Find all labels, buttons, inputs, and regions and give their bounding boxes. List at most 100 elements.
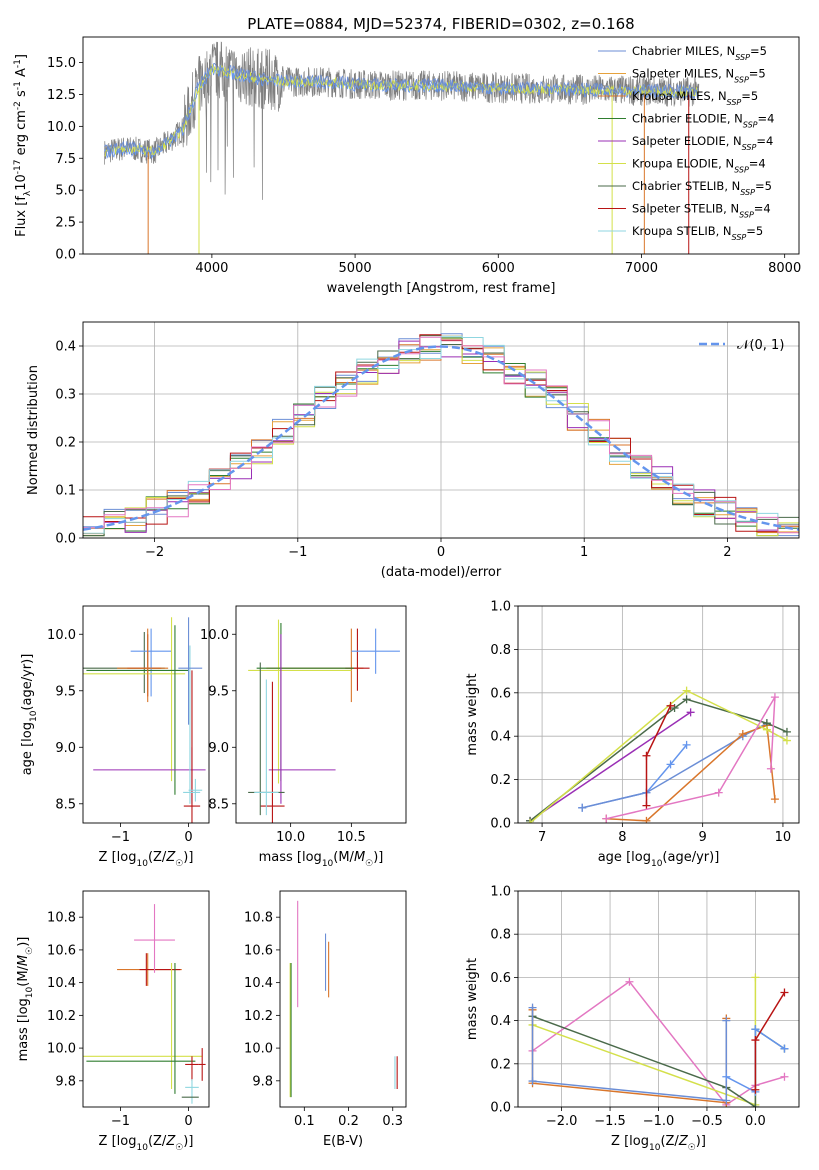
legend-entry: Salpeter STELIB, NSSP=4	[632, 202, 771, 220]
y-tick-label: 0.2	[490, 1057, 511, 1072]
legend-entry: Chabrier MILES, NSSP=5	[632, 44, 767, 62]
x-tick-label: −0.5	[691, 1114, 723, 1129]
mass-weight-vs-age-plot: 7 8 9 10 0.0 0.2 0.4 0.6 0.8 1.0 age [log10(age/yr…	[465, 600, 800, 869]
axes-frame	[82, 321, 800, 539]
data-point-marker	[762, 725, 771, 734]
x-tick-label: 0	[437, 545, 445, 560]
data-point-marker	[751, 973, 760, 982]
data-point-marker	[670, 703, 679, 712]
x-tick-label: −2	[145, 545, 164, 560]
data-point-marker	[738, 730, 747, 739]
y-tick-label: 10.6	[47, 943, 76, 958]
y-tick-label: 0.6	[490, 971, 511, 986]
plot-area	[83, 904, 206, 1104]
data-point-marker	[642, 816, 651, 823]
y-tick-label: 9.0	[208, 741, 229, 756]
y-tick-label: 0.2	[55, 436, 76, 451]
data-point-marker	[642, 801, 651, 810]
mass-vs-ebv-plot: 0.1 0.2 0.3 9.8 10.0 10.2 10.4 10.6 10.8 E(B-V)	[244, 890, 407, 1149]
x-tick-label: 0.3	[382, 1114, 403, 1129]
y-tick-label: 0.4	[55, 340, 76, 355]
y-tick-label: 0.6	[490, 686, 511, 701]
model-spectrum-line	[104, 62, 699, 155]
x-tick-label: −1.0	[643, 1114, 675, 1129]
y-tick-label: 10.4	[244, 976, 273, 991]
y-tick-label: 0.0	[55, 248, 76, 263]
y-tick-label: 0.3	[55, 388, 76, 403]
x-axis-label: Z [log10(Z/Z☉)]	[611, 1134, 706, 1153]
legend-entry: Kroupa ELODIE, NSSP=4	[632, 157, 766, 175]
series-line	[606, 696, 776, 820]
data-point-marker	[578, 803, 587, 812]
model-spectrum-line	[104, 64, 699, 157]
y-tick-label: 10.0	[47, 1042, 76, 1057]
legend-entry: Salpeter MILES, NSSP=5	[632, 67, 766, 85]
y-tick-label: 0.8	[490, 928, 511, 943]
y-tick-label: 0.0	[55, 532, 76, 547]
x-axis-label: age [log10(age/yr)]	[598, 850, 720, 869]
x-tick-label: 0.1	[294, 1114, 315, 1129]
x-axis-label: E(B-V)	[323, 1134, 363, 1149]
data-point-marker	[714, 788, 723, 797]
data-point-marker	[751, 1085, 760, 1094]
data-point-marker	[780, 1044, 789, 1053]
y-tick-label: 1.0	[490, 600, 511, 615]
x-tick-label: 10.0	[276, 830, 305, 845]
y-tick-label: 8.5	[208, 797, 229, 812]
y-tick-label: 10.8	[47, 911, 76, 926]
legend-entry: Chabrier ELODIE, NSSP=4	[632, 112, 774, 130]
series-line	[529, 689, 788, 823]
axes-frame	[279, 890, 407, 1108]
normal-distribution-curve	[83, 345, 799, 531]
x-tick-label: 7000	[625, 261, 658, 276]
x-tick-label: 7	[538, 830, 546, 845]
y-tick-label: 0.2	[490, 773, 511, 788]
data-point-marker	[528, 1077, 537, 1086]
y-tick-label: 0.8	[490, 643, 511, 658]
x-tick-label: −2.0	[546, 1114, 578, 1129]
data-point-marker	[766, 764, 775, 773]
y-axis-label: mass [log10(M/M☉)]	[16, 937, 35, 1062]
x-tick-label: −1	[111, 1114, 130, 1129]
data-point-marker	[770, 693, 779, 702]
x-axis-label: Z [log10(Z/Z☉)]	[99, 850, 194, 869]
plot-area	[289, 900, 398, 1098]
y-tick-label: 5.0	[55, 184, 76, 199]
y-tick-label: 9.5	[55, 684, 76, 699]
axes-frame	[82, 36, 800, 255]
data-point-marker	[528, 1003, 537, 1012]
x-tick-label: 8	[618, 830, 626, 845]
axes-frame	[82, 890, 210, 1108]
legend-entry: Kroupa STELIB, NSSP=5	[632, 224, 763, 242]
residual-histogram-plot: −2 −1 0 1 2 0.0 0.1 0.2 0.3 0.4 (data-model)/error…	[26, 321, 800, 580]
x-tick-label: 0.2	[338, 1114, 359, 1129]
series-line	[754, 992, 786, 1090]
data-point-marker	[751, 1103, 760, 1107]
x-tick-label: 8000	[768, 261, 801, 276]
data-point-marker	[782, 727, 791, 736]
data-point-marker	[602, 814, 611, 823]
y-axis-label: mass weight	[465, 958, 480, 1040]
x-tick-label: 9	[699, 830, 707, 845]
y-tick-label: 0.0	[490, 1101, 511, 1116]
x-axis-label: wavelength [Angstrom, rest frame]	[327, 281, 556, 296]
legend-entry: Chabrier STELIB, NSSP=5	[632, 179, 772, 197]
plot-area	[83, 333, 799, 537]
chart-title: PLATE=0884, MJD=52374, FIBERID=0302, z=0…	[247, 15, 634, 33]
y-tick-label: 0.0	[490, 817, 511, 832]
y-tick-label: 10.0	[200, 628, 229, 643]
data-point-marker	[642, 751, 651, 760]
y-tick-label: 8.5	[55, 797, 76, 812]
axes-frame	[82, 605, 210, 824]
age-vs-mass-plot: 10.0 10.5 8.5 9.0 9.5 10.0 mass [log10(M/M☉)]	[200, 605, 407, 869]
data-point-marker	[722, 1016, 731, 1025]
series-line	[529, 698, 788, 822]
x-tick-label: 10.5	[337, 830, 366, 845]
age-vs-metallicity-plot: −1 0 8.5 9.0 9.5 10.0 Z [log10(Z/Z☉)] age [log1…	[20, 605, 210, 869]
axes-frame	[517, 890, 800, 1108]
data-point-marker	[625, 977, 634, 986]
data-point-marker	[770, 795, 779, 804]
y-tick-label: 9.0	[55, 741, 76, 756]
data-point-marker	[682, 740, 691, 749]
spectrum-plot: 4000 5000 6000 7000 8000 0.0 2.5 5.0 7.5 10.0 12.5…	[13, 15, 801, 296]
